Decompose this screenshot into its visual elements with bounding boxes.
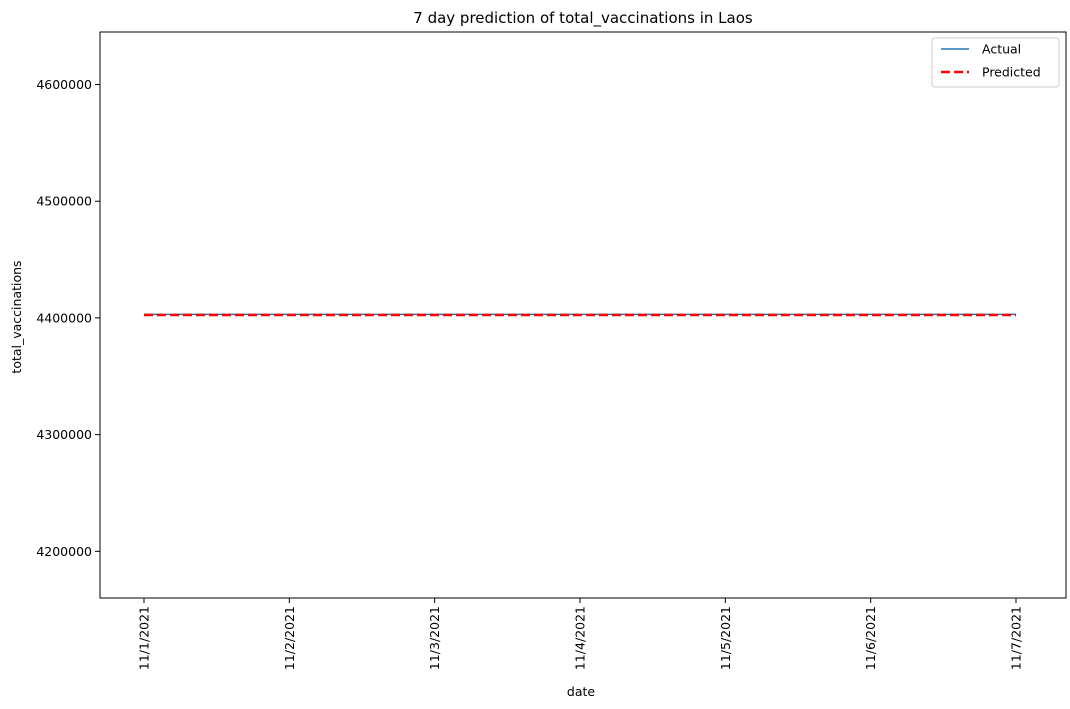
x-axis-label: date: [567, 684, 595, 699]
y-axis: 4200000 4300000 4400000 4500000 4600000: [36, 77, 100, 559]
x-tick-label: 11/4/2021: [573, 606, 588, 670]
x-tick-label: 11/1/2021: [137, 606, 152, 670]
y-axis-label: total_vaccinations: [9, 260, 24, 373]
y-tick-label: 4400000: [36, 310, 92, 325]
y-tick-label: 4600000: [36, 77, 92, 92]
y-tick-label: 4300000: [36, 427, 92, 442]
legend-label-actual: Actual: [982, 42, 1021, 57]
y-tick-label: 4500000: [36, 194, 92, 209]
plot-area-frame: [99, 31, 1067, 599]
legend-frame: [931, 37, 1060, 88]
chart-title: 7 day prediction of total_vaccinations i…: [413, 9, 753, 28]
legend: Actual Predicted: [931, 37, 1060, 88]
x-tick-label: 11/3/2021: [427, 606, 442, 670]
legend-label-predicted: Predicted: [982, 65, 1041, 80]
y-tick-label: 4200000: [36, 544, 92, 559]
x-axis: 11/1/2021 11/2/2021 11/3/2021 11/4/2021 11/5…: [137, 598, 1024, 670]
x-tick-label: 11/7/2021: [1009, 606, 1024, 670]
x-tick-label: 11/6/2021: [863, 606, 878, 670]
plot-series: [143, 313, 1017, 317]
x-tick-label: 11/5/2021: [718, 606, 733, 670]
x-tick-label: 11/2/2021: [282, 606, 297, 670]
